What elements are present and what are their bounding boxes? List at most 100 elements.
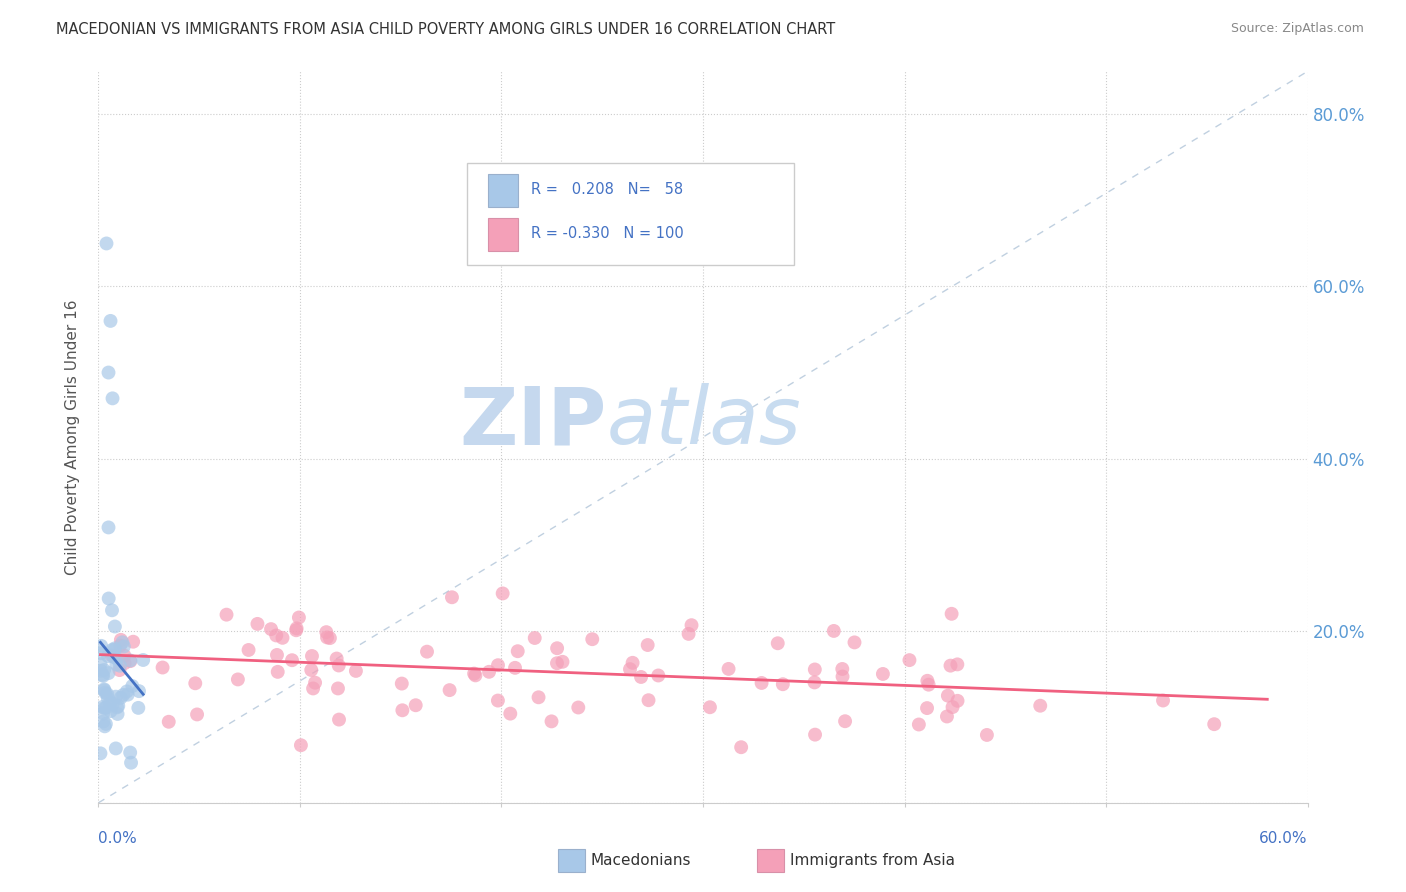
- Point: [872, 667, 894, 681]
- Point: [91, 700, 114, 714]
- Point: [302, 681, 325, 696]
- Point: [94, 719, 117, 733]
- Point: [315, 625, 337, 640]
- Point: [803, 675, 825, 690]
- Point: [285, 621, 308, 635]
- Bar: [558, 849, 585, 872]
- Point: [104, 741, 127, 756]
- Point: [101, 603, 124, 617]
- Bar: [758, 849, 785, 872]
- Point: [290, 738, 312, 752]
- Point: [730, 740, 752, 755]
- Point: [90, 664, 112, 678]
- Point: [104, 619, 127, 633]
- Point: [699, 700, 721, 714]
- Point: [630, 670, 652, 684]
- Point: [316, 631, 339, 645]
- Point: [107, 706, 129, 721]
- Point: [127, 701, 149, 715]
- Point: [946, 657, 969, 672]
- Point: [246, 616, 269, 631]
- Point: [546, 641, 568, 656]
- Point: [405, 698, 427, 713]
- Point: [281, 653, 304, 667]
- Point: [226, 673, 249, 687]
- Point: [89, 657, 111, 672]
- Point: [391, 676, 413, 690]
- Point: [503, 661, 526, 675]
- Point: [97, 520, 120, 534]
- Point: [93, 714, 115, 729]
- Point: [941, 607, 963, 621]
- Point: [898, 653, 921, 667]
- Point: [93, 682, 115, 697]
- Bar: [488, 218, 517, 251]
- Point: [486, 693, 509, 707]
- Point: [93, 701, 115, 715]
- Point: [271, 631, 294, 645]
- Point: [1152, 693, 1174, 707]
- Point: [215, 607, 238, 622]
- Point: [328, 713, 350, 727]
- Point: [108, 639, 131, 653]
- Point: [132, 653, 155, 667]
- Point: [184, 676, 207, 690]
- Point: [546, 657, 568, 671]
- Text: 0.0%: 0.0%: [98, 831, 138, 846]
- Point: [122, 634, 145, 648]
- Text: R =   0.208   N=   58: R = 0.208 N= 58: [531, 182, 683, 197]
- Point: [917, 673, 939, 688]
- Point: [108, 663, 131, 677]
- Point: [936, 689, 959, 703]
- Point: [416, 645, 439, 659]
- Text: atlas: atlas: [606, 384, 801, 461]
- Point: [581, 632, 603, 647]
- Point: [527, 690, 550, 705]
- Point: [946, 694, 969, 708]
- Point: [112, 688, 135, 702]
- FancyBboxPatch shape: [467, 163, 793, 265]
- Point: [120, 746, 142, 760]
- Point: [678, 627, 700, 641]
- Point: [939, 658, 962, 673]
- Point: [115, 684, 138, 698]
- Point: [98, 696, 121, 710]
- Point: [647, 668, 669, 682]
- Point: [90, 646, 112, 660]
- Point: [120, 654, 142, 668]
- Point: [97, 649, 120, 664]
- Point: [917, 678, 939, 692]
- Point: [439, 683, 461, 698]
- Point: [319, 631, 342, 645]
- Point: [96, 687, 118, 701]
- Point: [100, 704, 122, 718]
- Point: [299, 663, 322, 677]
- Point: [440, 591, 463, 605]
- Point: [107, 698, 129, 713]
- Point: [637, 638, 659, 652]
- Point: [96, 236, 118, 251]
- Point: [540, 714, 562, 729]
- Text: 60.0%: 60.0%: [1260, 831, 1308, 846]
- Point: [285, 624, 308, 638]
- Point: [100, 314, 122, 328]
- Point: [105, 657, 128, 672]
- Point: [101, 697, 124, 711]
- Point: [344, 664, 367, 678]
- Point: [834, 714, 856, 729]
- Point: [117, 688, 139, 702]
- Point: [523, 631, 546, 645]
- Point: [238, 643, 260, 657]
- Text: ZIP: ZIP: [458, 384, 606, 461]
- Point: [112, 640, 135, 654]
- Point: [260, 622, 283, 636]
- Point: [637, 693, 659, 707]
- Point: [97, 366, 120, 380]
- Point: [101, 642, 124, 657]
- Point: [93, 663, 115, 677]
- Point: [325, 651, 347, 665]
- Point: [1029, 698, 1052, 713]
- Point: [499, 706, 522, 721]
- Point: [104, 690, 127, 704]
- Point: [506, 644, 529, 658]
